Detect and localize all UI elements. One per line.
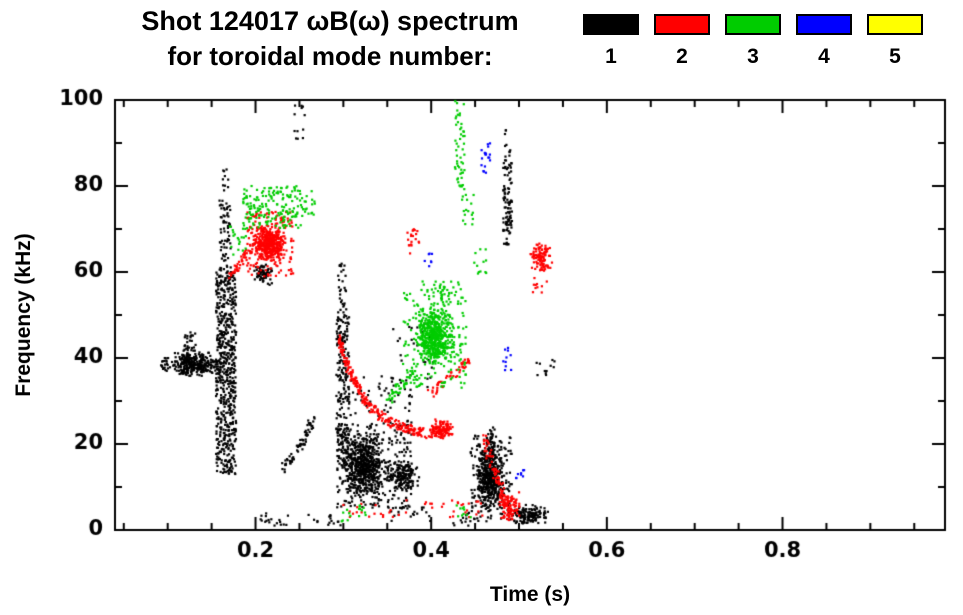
legend-label: 5: [889, 45, 901, 68]
y-axis-label: Frequency (kHz): [12, 233, 35, 397]
legend-item-mode-4: 4: [796, 14, 852, 69]
legend-label: 3: [747, 45, 759, 68]
x-axis-label: Time (s): [489, 583, 571, 606]
legend-item-mode-3: 3: [725, 14, 781, 69]
legend-item-mode-1: 1: [583, 14, 639, 69]
legend-swatch: [725, 14, 781, 35]
legend-label: 4: [818, 45, 830, 68]
legend-swatch: [654, 14, 710, 35]
chart-title-line1: Shot 124017 ωB(ω) spectrum: [141, 6, 519, 36]
legend-label: 2: [676, 45, 688, 68]
legend-item-mode-5: 5: [867, 14, 923, 69]
legend-swatch: [583, 14, 639, 35]
legend-swatch: [867, 14, 923, 35]
legend-swatch: [796, 14, 852, 35]
chart-title: Shot 124017 ωB(ω) spectrum for toroidal …: [70, 6, 590, 72]
chart-title-line2: for toroidal mode number:: [167, 41, 493, 71]
legend: 1 2 3 4 5: [583, 14, 923, 69]
legend-label: 1: [605, 45, 617, 68]
legend-item-mode-2: 2: [654, 14, 710, 69]
